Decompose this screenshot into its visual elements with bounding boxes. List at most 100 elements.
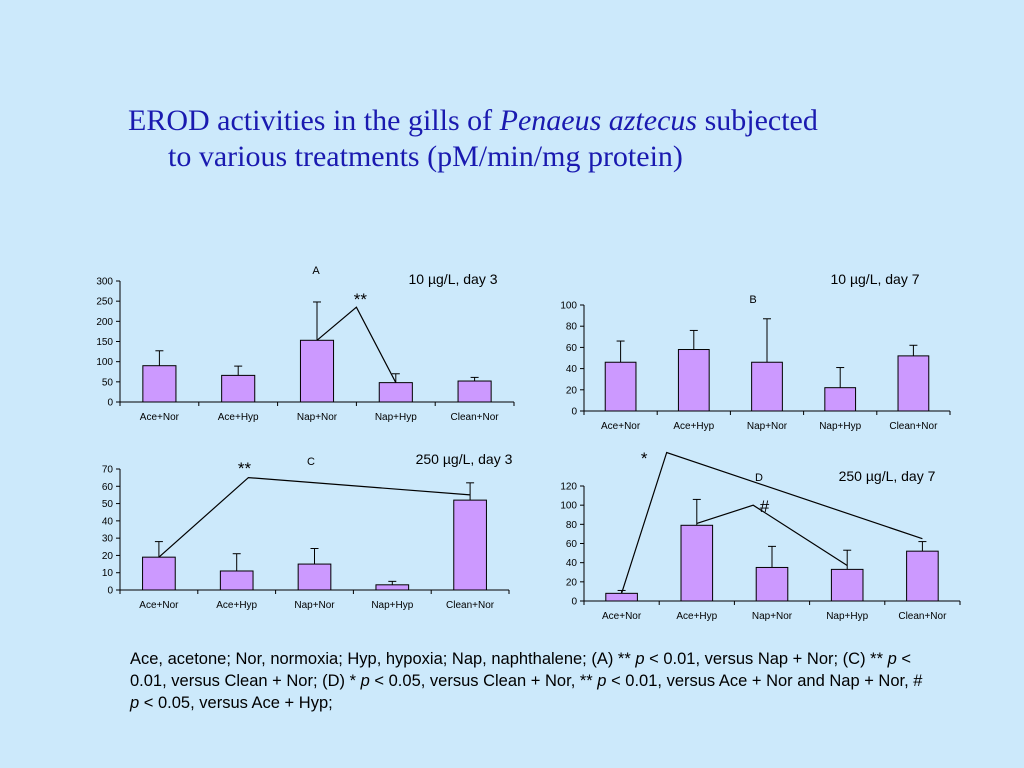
x-tick-label: Ace+Hyp — [673, 421, 714, 432]
y-tick-label: 40 — [102, 516, 114, 527]
chart-panel-a: 0 50 100 150 200 250 300 Ace+Nor Ace+Hyp Nap+Nor N… — [96, 265, 515, 423]
y-tick-label: 0 — [107, 586, 113, 597]
chart-panel-b: 0 20 40 60 80 100 Ace+Nor Ace+Hyp Nap+Nor Nap+Hyp… — [560, 271, 951, 432]
y-tick-label: 100 — [560, 301, 577, 312]
y-tick-label: 60 — [566, 343, 578, 354]
x-tick-label: Nap+Hyp — [375, 412, 417, 423]
bar-nap-hyp — [375, 584, 410, 591]
slide-title: EROD activities in the gills of Penaeus … — [128, 103, 948, 175]
bar-ace-nor — [142, 556, 176, 591]
panel-letter: D — [755, 472, 763, 484]
footnote-p: p — [130, 694, 140, 712]
x-tick-label: Ace+Nor — [601, 421, 641, 432]
y-tick-label: 0 — [107, 398, 113, 409]
y-tick-label: 80 — [566, 520, 578, 531]
x-tick-label: Nap+Nor — [747, 421, 788, 432]
y-tick-label: 200 — [96, 317, 113, 328]
bar-clean-nor — [457, 380, 492, 403]
footnote-p: p — [635, 650, 645, 668]
bar-ace-nor — [604, 361, 637, 412]
title-line-2: to various treatments (pM/min/mg protein… — [168, 140, 683, 173]
y-tick-label: 300 — [96, 277, 113, 288]
condition-label: 250 µg/L, day 7 — [839, 468, 936, 484]
condition-label: 10 µg/L, day 7 — [830, 271, 919, 287]
bar-clean-nor — [453, 499, 487, 591]
significance-line — [158, 476, 471, 558]
y-tick-label: 50 — [102, 499, 114, 510]
bar-nap-nor — [751, 361, 783, 412]
x-tick-label: Nap+Hyp — [819, 421, 861, 432]
y-tick-label: 70 — [102, 465, 114, 476]
y-tick-label: 150 — [96, 337, 113, 348]
chart-panel-d: 0 20 40 60 80 100 120 Ace+Nor Ace+Hyp Nap+Nor Nap+… — [560, 449, 961, 622]
footnote-p: p — [597, 672, 607, 690]
panel-letter: A — [312, 265, 320, 277]
x-tick-label: Nap+Nor — [294, 600, 335, 611]
condition-label: 10 µg/L, day 3 — [408, 271, 497, 287]
x-tick-label: Ace+Nor — [602, 611, 642, 622]
bar-nap-nor — [297, 563, 332, 591]
significance-marker: ** — [238, 459, 252, 478]
bar-ace-hyp — [680, 524, 714, 602]
condition-label: 250 µg/L, day 3 — [416, 451, 513, 467]
y-tick-label: 10 — [102, 568, 114, 579]
bar-nap-nor — [755, 566, 789, 602]
x-tick-label: Nap+Nor — [297, 412, 338, 423]
x-tick-label: Clean+Nor — [889, 421, 938, 432]
bar-nap-hyp — [830, 568, 864, 602]
panel-letter: B — [749, 294, 756, 306]
x-tick-label: Clean+Nor — [446, 600, 495, 611]
x-tick-label: Ace+Nor — [140, 412, 180, 423]
significance-line — [696, 504, 848, 567]
footnote-text: < 0.01, versus Nap + Nor; (C) ** — [644, 650, 888, 668]
bar-nap-hyp — [378, 382, 413, 403]
y-tick-label: 60 — [566, 539, 578, 550]
bar-nap-nor — [299, 339, 335, 403]
y-tick-label: 60 — [102, 482, 114, 493]
footnote-text: < 0.01, versus Clean + Nor; (D) * — [130, 650, 911, 690]
y-tick-label: 80 — [566, 322, 578, 333]
bar-ace-nor — [605, 592, 638, 602]
x-tick-label: Ace+Hyp — [216, 600, 257, 611]
title-suffix: subjected — [697, 104, 818, 137]
x-tick-label: Clean+Nor — [898, 611, 947, 622]
x-tick-label: Nap+Hyp — [371, 600, 413, 611]
footnote: Ace, acetone; Nor, normoxia; Hyp, hypoxi… — [130, 648, 930, 714]
bar-clean-nor — [897, 355, 930, 412]
x-tick-label: Nap+Hyp — [826, 611, 868, 622]
title-species: Penaeus aztecus — [499, 104, 698, 137]
y-tick-label: 100 — [96, 357, 113, 368]
panel-letter: C — [307, 456, 315, 468]
y-tick-label: 0 — [571, 597, 577, 608]
y-tick-label: 20 — [566, 385, 578, 396]
x-tick-label: Nap+Nor — [752, 611, 793, 622]
y-tick-label: 30 — [102, 534, 114, 545]
y-tick-label: 50 — [102, 377, 114, 388]
footnote-text: < 0.01, versus Ace + Nor and Nap + Nor, … — [606, 672, 923, 690]
footnote-p: p — [360, 672, 370, 690]
x-tick-label: Ace+Nor — [139, 600, 179, 611]
x-tick-label: Clean+Nor — [451, 412, 500, 423]
bar-ace-hyp — [221, 374, 256, 403]
footnote-text: < 0.05, versus Clean + Nor, ** — [369, 672, 598, 690]
significance-marker: ** — [354, 290, 368, 309]
bar-ace-nor — [142, 365, 177, 403]
y-tick-label: 20 — [566, 577, 578, 588]
title-prefix: EROD activities in the gills of — [128, 104, 500, 137]
y-tick-label: 0 — [571, 407, 577, 418]
bar-ace-hyp — [677, 349, 710, 412]
y-tick-label: 20 — [102, 551, 114, 562]
y-tick-label: 250 — [96, 297, 113, 308]
y-tick-label: 100 — [560, 501, 577, 512]
y-tick-label: 40 — [566, 558, 578, 569]
bar-nap-hyp — [824, 387, 857, 412]
chart-panel-c: 0 10 20 30 40 50 60 70 Ace+Nor Ace+Hyp Nap+Nor Nap+… — [102, 451, 513, 611]
bar-ace-hyp — [219, 570, 254, 591]
x-tick-label: Ace+Hyp — [218, 412, 259, 423]
y-tick-label: 40 — [566, 364, 578, 375]
significance-marker: * — [641, 449, 648, 468]
footnote-p: p — [887, 650, 897, 668]
bar-clean-nor — [906, 550, 939, 602]
significance-line — [316, 306, 397, 383]
